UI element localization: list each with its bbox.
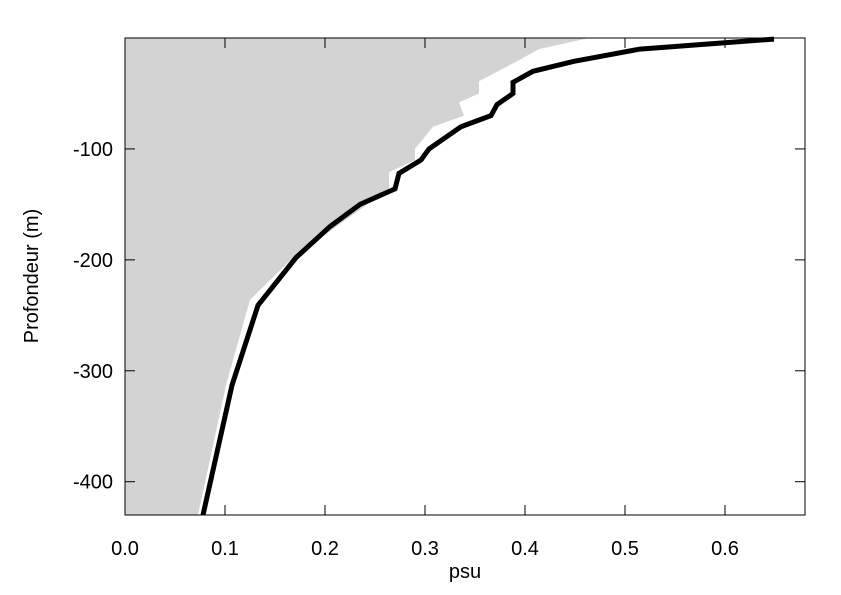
x-tick-label: 0.6 [711,538,739,560]
area [125,38,589,515]
x-tick-label: 0.4 [511,538,539,560]
y-axis-label: Profondeur (m) [21,209,43,344]
x-tick-label: 0.2 [311,538,339,560]
x-tick-label: 0.3 [411,538,439,560]
y-tick-label: -400 [73,472,113,494]
line [200,36,775,516]
x-tick-label: 0.5 [611,538,639,560]
x-tick-label: 0.1 [211,538,239,560]
plot-frame [124,37,806,516]
y-tick-label: -300 [73,361,113,383]
x-axis-label: psu [449,561,481,583]
y-tick-label: -100 [73,139,113,161]
x-tick-label: 0.0 [111,538,139,560]
y-tick-label: -200 [73,250,113,272]
